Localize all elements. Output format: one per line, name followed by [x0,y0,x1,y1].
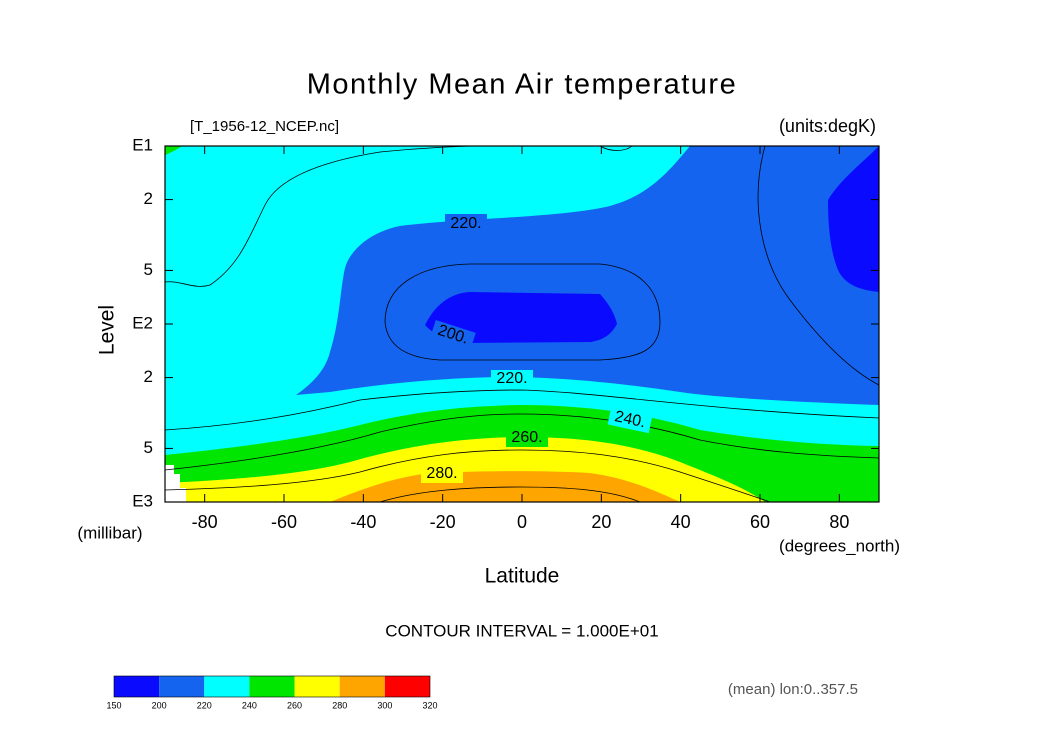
colorbar-box [114,676,160,697]
x-tick-label: 40 [671,512,691,532]
y-tick-label: 5 [144,260,153,279]
y-axis-label: Level [96,305,119,355]
colorbar-label: 240 [242,700,257,710]
region [165,146,182,155]
colorbar-box [384,676,430,697]
x-tick-label: -20 [430,512,456,532]
contour-lines [164,145,880,503]
colorbar-frame [113,675,431,698]
label-bg [506,429,548,447]
colorbar-box [249,676,295,697]
contour-line [164,449,771,503]
contour-label: 240. [613,408,647,431]
y-tick-label: 2 [144,189,153,208]
contour-interval: CONTOUR INTERVAL = 1.000E+01 [385,621,658,640]
contour-line [599,145,633,151]
colorbar-box [339,676,385,697]
label-bg [607,406,653,434]
colorbar-label: 220 [197,700,212,710]
axes: -80 -60 -40 -20 0 20 40 60 80 E1 2 5 E2 2 5 E3 [132,135,879,532]
contour-fills [165,146,879,502]
colorbar-label: 260 [287,700,302,710]
chart-title: Monthly Mean Air temperature [307,69,737,101]
x-axis-label: Latitude [485,565,560,588]
x-tick-label: -60 [271,512,297,532]
missing-data [165,465,186,502]
colorbar-label: 150 [106,700,121,710]
contour-line [384,263,661,361]
x-tick-label: -40 [350,512,376,532]
label-bg [445,214,487,232]
x-tick-label: 20 [591,512,611,532]
contour-label: 260. [511,429,542,446]
y-tick-label: E3 [132,491,153,510]
region [330,471,680,502]
colorbar-label: 280 [332,700,347,710]
y-tick-label: 2 [144,367,153,386]
colorbar-box [159,676,205,697]
y-tick-label: 5 [144,438,153,457]
contour-line [164,145,481,287]
contour-line [379,486,641,503]
contour-label: 280. [426,465,457,482]
x-tick-label: 60 [750,512,770,532]
y-tick-label: E2 [132,313,153,332]
contour-line [757,145,880,386]
colorbar-label: 320 [422,700,437,710]
label-bg [421,465,463,483]
footer-note: (mean) lon:0..357.5 [728,681,858,698]
contour-line [164,389,880,431]
x-unit-label: (degrees_north) [779,536,900,555]
x-tick-label: -80 [192,512,218,532]
contour-label: 220. [496,370,527,387]
y-tick-label: E1 [132,135,153,154]
units-label: (units:degK) [779,116,876,136]
x-tick-label: 0 [517,512,527,532]
file-label: [T_1956-12_NCEP.nc] [190,118,339,135]
contour-line [164,413,880,471]
region [425,292,617,343]
colorbar-label: 300 [377,700,392,710]
label-bg [491,370,533,388]
y-unit-label: (millibar) [77,523,142,542]
colorbar-box [294,676,340,697]
contour-label: 220. [450,215,481,232]
x-tick-label: 80 [829,512,849,532]
colorbar-box [204,676,250,697]
region [828,146,879,292]
colorbar-label: 200 [152,700,167,710]
colorbar: 150 200 220 240 260 280 300 320 [106,675,438,710]
label-bg [430,319,476,351]
